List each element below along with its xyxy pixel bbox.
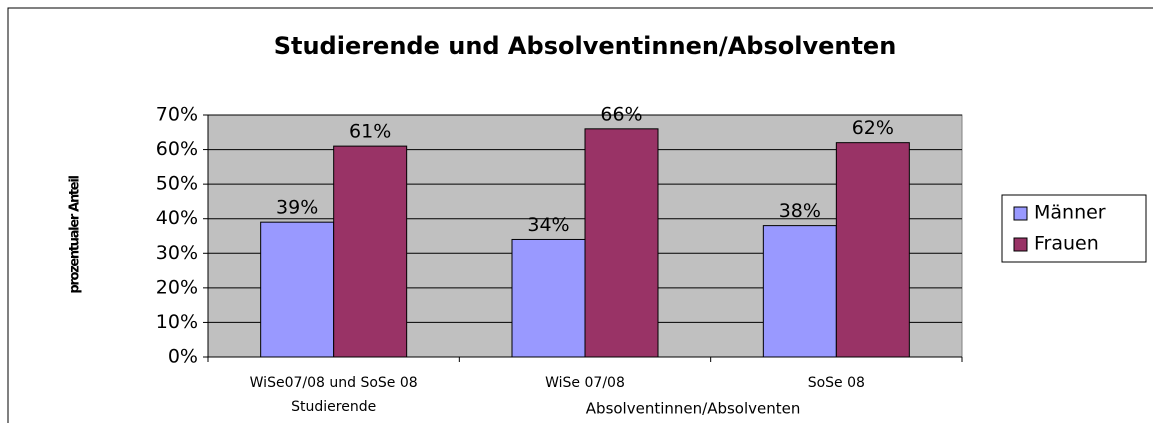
value-label: 39%: [276, 197, 318, 219]
legend-label: Männer: [1034, 202, 1106, 224]
value-label: 66%: [600, 103, 642, 125]
value-label: 62%: [852, 117, 894, 139]
y-tick-label: 60%: [156, 138, 198, 160]
y-tick-label: 20%: [156, 276, 198, 298]
group-label: Absolventinnen/Absolventen: [586, 400, 801, 418]
bar: [333, 145, 408, 358]
value-label: 38%: [779, 200, 821, 222]
bar: [260, 221, 335, 358]
bar: [835, 142, 910, 358]
chart-frame: [7, 7, 1153, 423]
x-tick-label: WiSe 07/08: [545, 375, 625, 391]
legend-swatch: [1013, 206, 1028, 221]
y-tick-label: 70%: [156, 104, 198, 126]
legend-label: Frauen: [1034, 233, 1099, 255]
y-tick-label: 10%: [156, 311, 198, 333]
x-tick-label: WiSe07/08 und SoSe 08: [250, 375, 418, 391]
y-tick-label: 50%: [156, 173, 198, 195]
y-tick-label: 30%: [156, 242, 198, 264]
x-tick-label: SoSe 08: [808, 375, 865, 391]
y-tick-label: 40%: [156, 207, 198, 229]
bar: [511, 238, 586, 358]
bar: [762, 225, 837, 358]
legend-swatch: [1013, 237, 1028, 252]
group-label: Studierende: [291, 399, 376, 415]
value-label: 61%: [349, 121, 391, 143]
value-label: 34%: [527, 214, 569, 236]
y-axis-label: prozentualer Anteil: [68, 176, 83, 294]
chart-title: Studierende und Absolventinnen/Absolvent…: [274, 32, 897, 60]
y-tick-label: 0%: [168, 346, 198, 368]
bar: [584, 128, 659, 358]
